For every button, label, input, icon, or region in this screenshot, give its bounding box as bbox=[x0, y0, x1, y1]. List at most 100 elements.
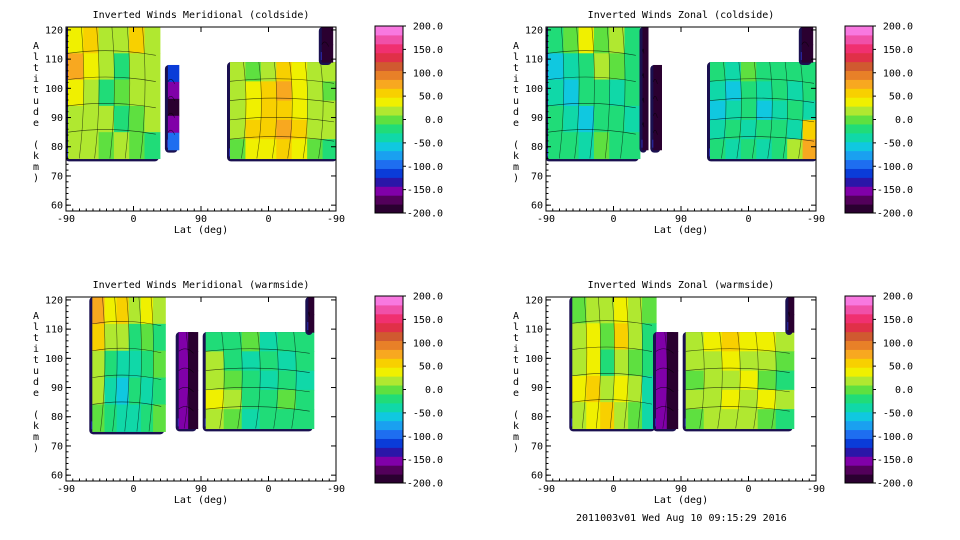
colorbar-tick-label: 100.0 bbox=[413, 68, 443, 79]
contour-cell bbox=[144, 53, 161, 81]
contour-cell bbox=[666, 389, 679, 410]
contour-cell bbox=[739, 409, 759, 430]
contour-line bbox=[751, 62, 758, 159]
contour-cell bbox=[609, 105, 626, 133]
colorbar-swatch bbox=[375, 331, 403, 342]
contour-line bbox=[205, 367, 310, 373]
contour-cell bbox=[241, 332, 261, 352]
colorbar-tick-label: -150.0 bbox=[407, 455, 443, 466]
colorbar-swatch bbox=[375, 34, 403, 45]
colorbar-swatch bbox=[375, 456, 403, 466]
colorbar-swatch bbox=[375, 349, 403, 359]
y-tick-label: 80 bbox=[531, 412, 543, 423]
contour-line bbox=[321, 41, 329, 47]
contour-cell bbox=[259, 370, 279, 391]
contour-cell bbox=[656, 332, 668, 352]
contour-cell bbox=[788, 314, 795, 333]
chart-title: Inverted Winds Zonal (coldside) bbox=[588, 10, 775, 21]
colorbar-swatch bbox=[375, 304, 403, 315]
contour-cell bbox=[178, 332, 189, 352]
contour-line bbox=[67, 50, 156, 56]
contour-cell bbox=[188, 389, 199, 410]
y-tick-label: 100 bbox=[525, 84, 543, 95]
contour-cell bbox=[642, 297, 657, 324]
colorbar-swatch bbox=[375, 106, 403, 116]
colorbar-tick-label: -200.0 bbox=[877, 479, 913, 490]
contour-cell bbox=[775, 351, 795, 372]
x-tick-label: 0 bbox=[610, 484, 616, 495]
contour-cell bbox=[710, 100, 727, 121]
colorbar-tick-label: 200.0 bbox=[413, 22, 443, 33]
contour-cell bbox=[140, 350, 154, 379]
colorbar-swatch bbox=[375, 385, 403, 395]
contour-cell bbox=[593, 79, 610, 107]
colorbar-swatch bbox=[845, 43, 873, 54]
contour-line bbox=[308, 311, 310, 317]
contour-cell bbox=[721, 370, 741, 391]
colorbar-swatch bbox=[375, 420, 403, 431]
colorbar-tick-label: 150.0 bbox=[883, 315, 913, 326]
colorbar-swatch bbox=[845, 106, 873, 116]
contour-cell bbox=[129, 79, 146, 107]
contour-line bbox=[753, 332, 759, 429]
contour-cell bbox=[642, 323, 657, 351]
colorbar-swatch bbox=[375, 340, 403, 350]
contour-cell bbox=[572, 349, 587, 377]
colorbar-tick-label: 0.0 bbox=[425, 385, 443, 396]
colorbar-swatch bbox=[375, 296, 403, 306]
contour-cell bbox=[259, 332, 279, 352]
contour-cell bbox=[291, 119, 308, 140]
contour-cell bbox=[188, 351, 199, 372]
contour-cell bbox=[153, 404, 166, 432]
contour-line bbox=[595, 297, 602, 429]
contour-line bbox=[642, 122, 645, 128]
y-tick-label: 80 bbox=[531, 142, 543, 153]
colorbar-swatch bbox=[375, 70, 403, 80]
contour-cell bbox=[614, 375, 629, 403]
colorbar-swatch bbox=[845, 358, 873, 368]
contour-line bbox=[642, 73, 645, 79]
colorbar-swatch bbox=[845, 447, 873, 457]
contour-cell bbox=[788, 297, 795, 316]
contour-line bbox=[801, 41, 809, 47]
colorbar-swatch bbox=[375, 438, 403, 448]
contour-line bbox=[67, 76, 156, 82]
chart-panel-1: Inverted Winds Meridional (coldside) 60 70… bbox=[33, 10, 443, 236]
contour-line bbox=[782, 62, 789, 159]
contour-line bbox=[653, 96, 658, 101]
contour-cell bbox=[83, 53, 100, 81]
contour-cell bbox=[92, 297, 106, 325]
chart-panel-4: Inverted Winds Zonal (warmside) 60 70 80 90 1… bbox=[513, 280, 913, 506]
contour-cell bbox=[593, 27, 610, 54]
y-tick-label: 60 bbox=[51, 471, 63, 482]
contour-cell bbox=[563, 105, 580, 133]
contour-cell bbox=[624, 27, 641, 54]
colorbar-swatch bbox=[845, 141, 873, 152]
contour-cell bbox=[653, 132, 662, 151]
contour-cell bbox=[245, 119, 262, 140]
colorbar: 200.0 150.0 100.0 50.0 0.0 -50.0 -100.0 -150.0 -… bbox=[374, 292, 443, 490]
contour-cell bbox=[600, 323, 615, 351]
contour-cell bbox=[260, 119, 277, 140]
contour-line bbox=[547, 76, 636, 82]
colorbar-swatch bbox=[375, 429, 403, 439]
contour-line bbox=[178, 348, 194, 354]
contour-cell bbox=[802, 100, 816, 121]
colorbar-swatch bbox=[845, 349, 873, 359]
contour-cell bbox=[307, 62, 324, 82]
colorbar-swatch bbox=[375, 367, 403, 377]
colorbar-swatch bbox=[845, 465, 873, 475]
x-tick-label: 0 bbox=[130, 214, 136, 225]
colorbar-swatch bbox=[845, 385, 873, 395]
contour-cell bbox=[586, 297, 601, 324]
contour-cell bbox=[259, 409, 279, 430]
colorbar-swatch bbox=[375, 376, 403, 386]
contour-cell bbox=[703, 332, 723, 352]
colorbar-swatch bbox=[845, 34, 873, 45]
colorbar-tick-label: 200.0 bbox=[413, 292, 443, 303]
contour-cell bbox=[642, 100, 649, 126]
contour-cell bbox=[775, 389, 795, 410]
contour-cell bbox=[757, 351, 777, 372]
contour-line bbox=[771, 332, 777, 429]
x-tick-label: 90 bbox=[195, 484, 207, 495]
